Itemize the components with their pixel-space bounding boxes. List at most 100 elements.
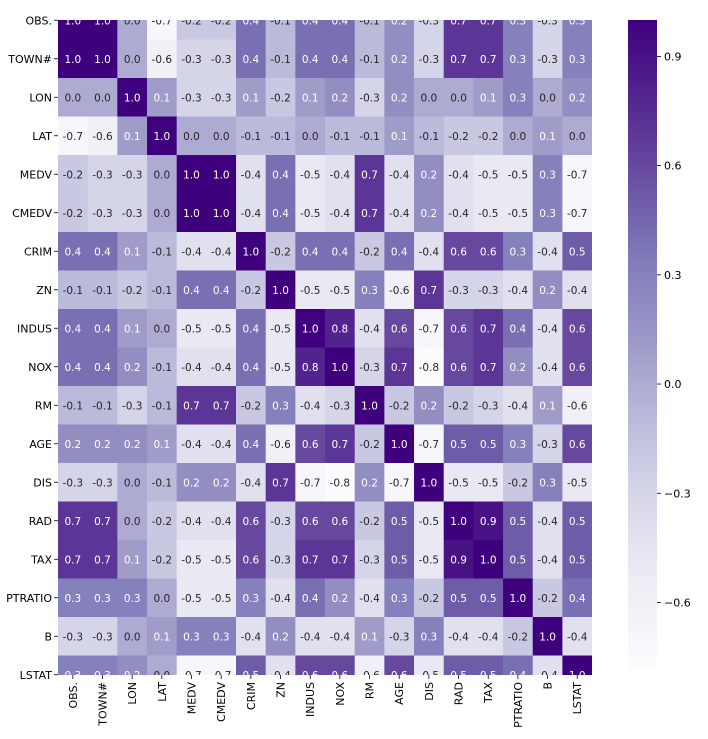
- cell-value-label: 0.9: [450, 554, 467, 566]
- heatmap-cell: [206, 193, 237, 233]
- heatmap-cell: [414, 193, 445, 233]
- cell-value-label: -0.3: [448, 285, 469, 297]
- heatmap-cell: [325, 78, 356, 118]
- heatmap-cell: [147, 155, 178, 195]
- heatmap-cell: [58, 386, 89, 426]
- cell-value-label: -0.6: [567, 400, 588, 412]
- heatmap-cell: [325, 578, 356, 618]
- cell-value-label: -0.4: [419, 246, 440, 258]
- heatmap-cell: [443, 39, 474, 79]
- heatmap-cell: [117, 193, 148, 233]
- y-tick-label: B: [44, 630, 52, 643]
- cell-value-label: -0.6: [152, 54, 173, 66]
- cell-value-label: 0.2: [94, 439, 111, 451]
- heatmap-cell: [503, 655, 534, 675]
- heatmap-cell: [206, 116, 237, 156]
- heatmap-cell: [147, 617, 178, 657]
- x-tick-label: RM: [364, 682, 377, 699]
- heatmap-cell: [147, 39, 178, 79]
- cell-value-label: 0.4: [302, 593, 319, 605]
- cell-value-label: -0.4: [181, 439, 202, 451]
- cell-value-label: -0.1: [152, 477, 173, 489]
- heatmap-cell: [414, 347, 445, 387]
- heatmap-cell: [265, 347, 296, 387]
- heatmap-cell: [147, 347, 178, 387]
- cell-value-label: 0.6: [569, 439, 586, 451]
- cell-value-label: -0.4: [448, 169, 469, 181]
- cell-value-label: 0.5: [510, 516, 527, 528]
- heatmap-cell: [532, 540, 563, 580]
- heatmap-cell: [176, 501, 207, 541]
- heatmap-cell: [147, 20, 178, 41]
- cell-value-label: 0.7: [64, 516, 81, 528]
- heatmap-cell: [147, 540, 178, 580]
- heatmap-cell: [443, 155, 474, 195]
- cell-value-label: 0.0: [124, 15, 141, 27]
- heatmap-cell: [176, 424, 207, 464]
- heatmap-cell: [443, 347, 474, 387]
- y-tick-label: TAX: [30, 553, 52, 566]
- cell-value-label: 0.2: [539, 285, 556, 297]
- heatmap-cell: [325, 424, 356, 464]
- heatmap-cells: 1.0 1.0 0.0 -0.7 -0.2 -0.2 0.4 -0.1 0.4 0.4 -0.1 0.…: [58, 15, 592, 682]
- heatmap-cell: [443, 424, 474, 464]
- cell-value-label: 0.2: [361, 477, 378, 489]
- heatmap-cell: [117, 578, 148, 618]
- y-tick-label: LSTAT: [20, 669, 53, 682]
- cell-value-label: -0.4: [567, 285, 588, 297]
- cell-value-label: 0.0: [124, 516, 141, 528]
- cell-value-label: 0.3: [510, 439, 527, 451]
- cell-value-label: 0.3: [510, 92, 527, 104]
- heatmap-cell: [503, 193, 534, 233]
- cell-value-label: -0.2: [122, 285, 143, 297]
- x-tick-label: AGE: [393, 682, 406, 705]
- cell-value-label: -0.4: [211, 516, 232, 528]
- heatmap-cell: [503, 270, 534, 310]
- colorbar-tick-label: −0.3: [664, 487, 691, 500]
- heatmap-cell: [295, 501, 326, 541]
- cell-value-label: 0.7: [361, 208, 378, 220]
- cell-value-label: 0.5: [243, 670, 260, 682]
- cell-value-label: -0.6: [92, 131, 113, 143]
- x-tick-label: RAD: [453, 682, 466, 705]
- heatmap-cell: [473, 386, 504, 426]
- heatmap-cell: [325, 617, 356, 657]
- heatmap-cell: [265, 386, 296, 426]
- cell-value-label: 0.4: [569, 593, 586, 605]
- heatmap-cell: [384, 270, 415, 310]
- heatmap-cell: [325, 655, 356, 675]
- cell-value-label: -0.4: [241, 169, 262, 181]
- heatmap-cell: [414, 578, 445, 618]
- heatmap-cell: [384, 116, 415, 156]
- heatmap-cell: [325, 39, 356, 79]
- cell-value-label: 0.1: [124, 554, 141, 566]
- heatmap-cell: [354, 540, 385, 580]
- cell-value-label: 0.5: [480, 593, 497, 605]
- cell-value-label: -0.7: [300, 477, 321, 489]
- heatmap-cell: [414, 424, 445, 464]
- cell-value-label: -0.2: [389, 400, 410, 412]
- cell-value-label: 0.0: [153, 208, 170, 220]
- cell-value-label: -0.3: [122, 208, 143, 220]
- heatmap-cell: [295, 232, 326, 272]
- heatmap-cell: [443, 232, 474, 272]
- cell-value-label: 0.0: [153, 169, 170, 181]
- cell-value-label: 0.6: [302, 516, 319, 528]
- heatmap-cell: [473, 309, 504, 349]
- cell-value-label: -0.3: [389, 631, 410, 643]
- cell-value-label: 0.5: [569, 554, 586, 566]
- heatmap-cell: [532, 655, 563, 675]
- heatmap-cell: [87, 78, 118, 118]
- cell-value-label: 0.6: [391, 323, 408, 335]
- heatmap-cell: [295, 424, 326, 464]
- heatmap-cell: [147, 655, 178, 675]
- cell-value-label: 0.7: [391, 362, 408, 374]
- y-axis-tick-labels: OBS. TOWN# LON LAT MEDV CMEDV CRIM ZN INDUS NOX RM…: [6, 14, 58, 682]
- heatmap-cell: [265, 655, 296, 675]
- cell-value-label: -0.4: [478, 631, 499, 643]
- heatmap-cell: [562, 232, 592, 272]
- cell-value-label: 1.0: [94, 54, 111, 66]
- heatmap-cell: [503, 232, 534, 272]
- heatmap-cell: [532, 155, 563, 195]
- colorbar-tick-label: −0.6: [664, 596, 691, 609]
